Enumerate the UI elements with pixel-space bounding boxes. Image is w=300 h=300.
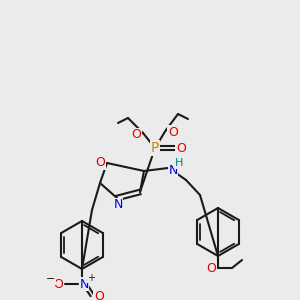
Text: O: O (53, 278, 63, 290)
Text: H: H (175, 158, 183, 168)
Text: N: N (79, 278, 89, 290)
Text: O: O (95, 157, 105, 169)
Text: O: O (94, 290, 104, 300)
Text: N: N (168, 164, 178, 176)
Text: N: N (113, 199, 123, 212)
Text: −: − (46, 274, 56, 284)
Text: +: + (87, 273, 95, 283)
Text: P: P (151, 141, 159, 155)
Text: O: O (176, 142, 186, 154)
Text: O: O (131, 128, 141, 142)
Text: O: O (206, 262, 216, 275)
Text: O: O (168, 125, 178, 139)
